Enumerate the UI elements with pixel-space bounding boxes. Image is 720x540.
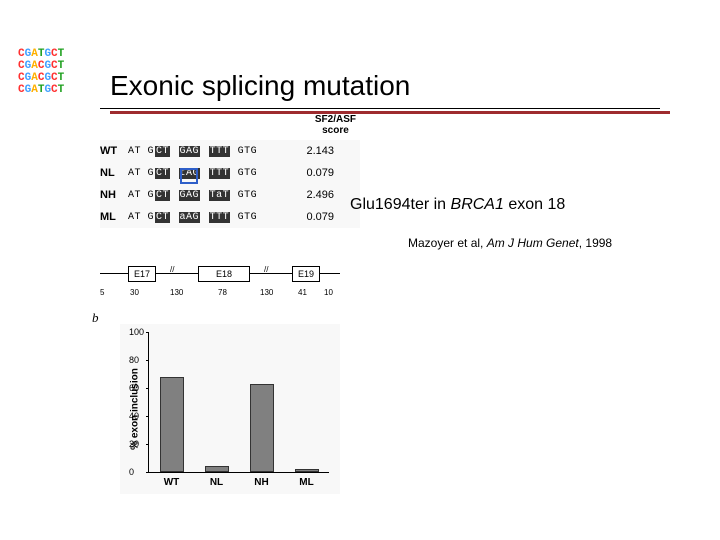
caption-post: exon 18 bbox=[504, 196, 565, 213]
y-tick: 40 bbox=[129, 411, 139, 421]
seq-sequence: AT GCT GAG TaT GTG bbox=[128, 190, 288, 201]
y-tick-mark bbox=[146, 360, 149, 361]
caption-gene: BRCA1 bbox=[451, 196, 504, 213]
intron-mark: // bbox=[264, 265, 268, 274]
x-tick: WT bbox=[164, 477, 180, 488]
y-tick-mark bbox=[146, 416, 149, 417]
seq-label: NH bbox=[100, 189, 128, 201]
seq-row: NHAT GCT GAG TaT GTG2.496 bbox=[100, 184, 360, 206]
y-tick-mark bbox=[146, 472, 149, 473]
panel-b-label: b bbox=[92, 310, 99, 326]
page-title: Exonic splicing mutation bbox=[110, 70, 696, 108]
seq-sequence: AT GCT aAG TTT GTG bbox=[128, 212, 288, 223]
exon-size: 130 bbox=[170, 288, 183, 297]
exon-19-box: E19 bbox=[292, 266, 320, 282]
seq-row: WTAT GCT GAG TTT GTG2.143 bbox=[100, 140, 360, 162]
seq-label: NL bbox=[100, 167, 128, 179]
score-header-l1: SF2/ASF bbox=[315, 114, 356, 125]
citation-post: , 1998 bbox=[579, 236, 612, 250]
y-tick-mark bbox=[146, 332, 149, 333]
seq-label: ML bbox=[100, 211, 128, 223]
seq-sequence: AT GCT GAG TTT GTG bbox=[128, 146, 288, 157]
citation-journal: Am J Hum Genet bbox=[487, 236, 579, 250]
seq-row: NLAT GCT tAG TTT GTG0.079 bbox=[100, 162, 360, 184]
citation: Mazoyer et al, Am J Hum Genet, 1998 bbox=[408, 236, 612, 250]
seq-label: WT bbox=[100, 145, 128, 157]
y-tick-mark bbox=[146, 444, 149, 445]
exon-line bbox=[320, 273, 340, 274]
bar bbox=[160, 377, 184, 472]
score-header: SF2/ASF score bbox=[315, 114, 356, 136]
exon-line bbox=[250, 273, 292, 274]
y-tick: 60 bbox=[129, 383, 139, 393]
bar bbox=[250, 384, 274, 472]
seq-row: MLAT GCT aAG TTT GTG0.079 bbox=[100, 206, 360, 228]
y-tick: 20 bbox=[129, 439, 139, 449]
seq-score: 2.143 bbox=[288, 145, 334, 157]
sequence-panel: SF2/ASF score WTAT GCT GAG TTT GTG2.143N… bbox=[100, 140, 360, 228]
seq-score: 0.079 bbox=[288, 211, 334, 223]
x-tick: NL bbox=[210, 477, 223, 488]
bar-chart: % exon inclusion 020406080100WTNLNHML bbox=[120, 324, 340, 494]
y-tick: 0 bbox=[129, 467, 134, 477]
exon-size: 78 bbox=[218, 288, 227, 297]
y-tick: 100 bbox=[129, 327, 144, 337]
seq-score: 0.079 bbox=[288, 167, 334, 179]
title-rule bbox=[110, 111, 670, 114]
exon-line bbox=[100, 273, 128, 274]
mutation-caption: Glu1694ter in BRCA1 exon 18 bbox=[350, 196, 565, 214]
score-header-l2: score bbox=[322, 125, 349, 136]
x-tick: ML bbox=[299, 477, 313, 488]
exon-18-box: E18 bbox=[198, 266, 250, 282]
bar bbox=[205, 466, 229, 472]
exon-size: 10 bbox=[324, 288, 333, 297]
highlight-box bbox=[180, 168, 198, 184]
intron-mark: // bbox=[170, 265, 174, 274]
exon-size: 130 bbox=[260, 288, 273, 297]
title-block: Exonic splicing mutation bbox=[110, 70, 696, 114]
seq-score: 2.496 bbox=[288, 189, 334, 201]
y-axis-label: % exon inclusion bbox=[129, 368, 140, 450]
exon-17-box: E17 bbox=[128, 266, 156, 282]
exon-size: 41 bbox=[298, 288, 307, 297]
bar bbox=[295, 469, 319, 472]
exon-diagram: E17 // E18 // E19 5 30 130 78 130 41 10 bbox=[100, 260, 360, 300]
seq-sequence: AT GCT tAG TTT GTG bbox=[128, 168, 288, 179]
exon-line bbox=[156, 273, 198, 274]
title-rule-thin bbox=[100, 108, 660, 109]
plot-area: 020406080100WTNLNHML bbox=[148, 332, 329, 473]
x-tick: NH bbox=[254, 477, 268, 488]
citation-pre: Mazoyer et al, bbox=[408, 236, 487, 250]
caption-pre: Glu1694ter in bbox=[350, 196, 451, 213]
exon-size: 5 bbox=[100, 288, 104, 297]
exon-size: 30 bbox=[130, 288, 139, 297]
y-tick-mark bbox=[146, 388, 149, 389]
sequence-logo: CGATGCTCGACGCTCGACGCTCGATGCT bbox=[18, 48, 64, 96]
y-tick: 80 bbox=[129, 355, 139, 365]
